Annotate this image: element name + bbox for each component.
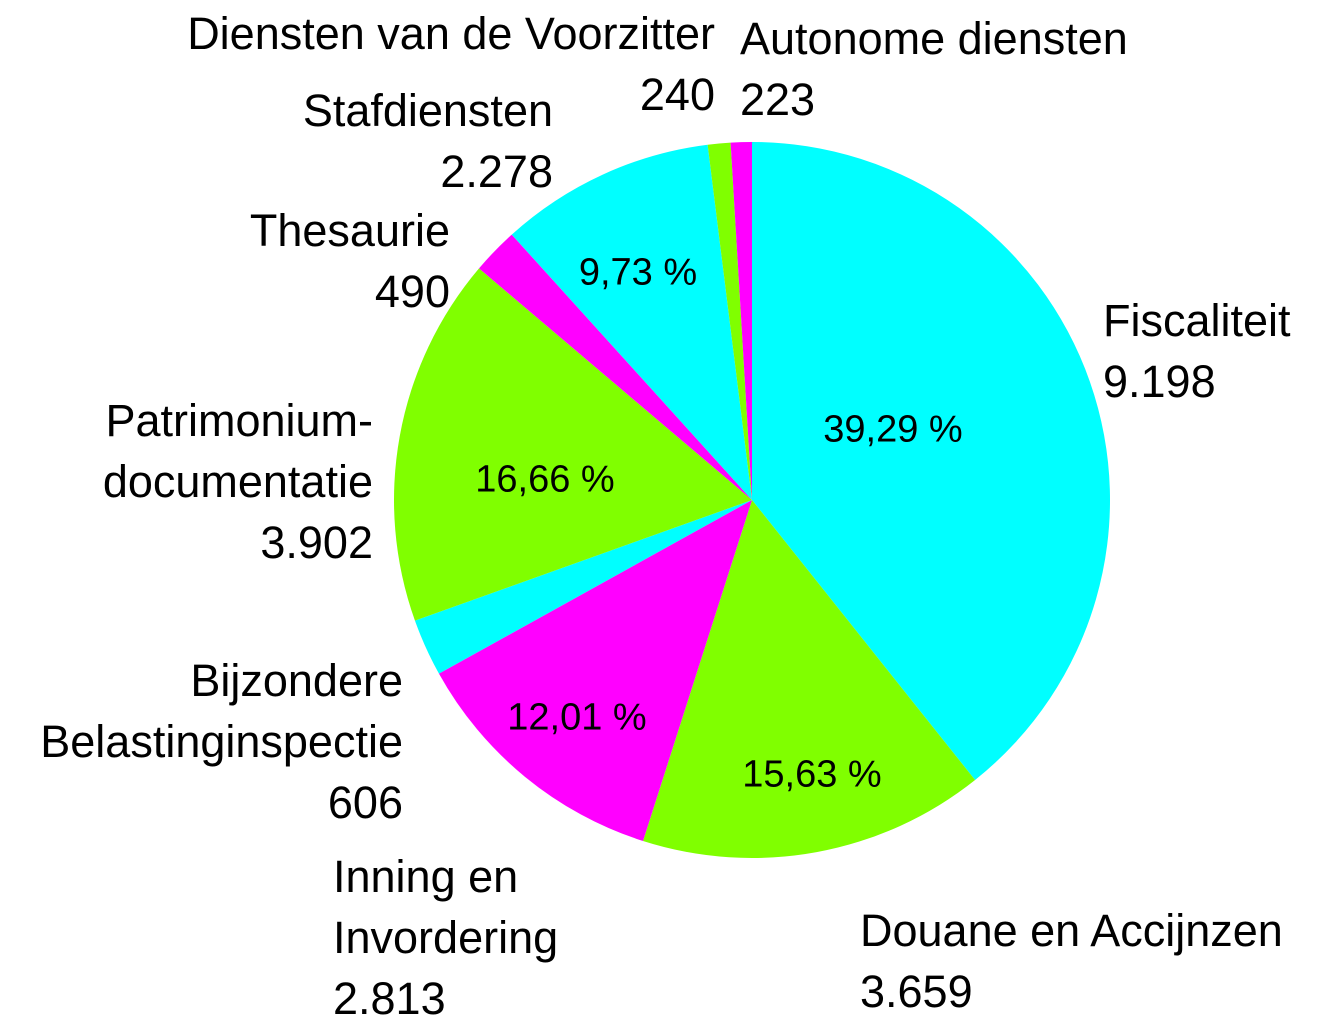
pie-slice (393, 268, 752, 621)
value-label: 606 (327, 777, 403, 828)
category-name: Stafdiensten (302, 85, 553, 136)
pie-slice (511, 144, 752, 500)
slice-label: Bijzondere Belastinginspectie 606 (40, 650, 403, 833)
value-label: 223 (740, 74, 816, 125)
percent-label: 9,73 % (578, 251, 698, 294)
value-label: 3.659 (860, 966, 973, 1017)
category-name: Fiscaliteit (1103, 295, 1291, 346)
value-label: 2.278 (440, 146, 553, 197)
pie-slice (707, 142, 752, 500)
pie-slice (414, 500, 752, 674)
value-label: 9.198 (1103, 356, 1216, 407)
pie-slice (479, 234, 752, 500)
category-name: Patrimonium- documentatie (102, 395, 373, 507)
slice-label: Douane en Accijnzen 3.659 (860, 900, 1283, 1022)
value-label: 490 (374, 266, 450, 317)
category-name: Thesaurie (249, 205, 450, 256)
slice-label: Fiscaliteit 9.198 (1103, 290, 1291, 412)
percent-label: 16,66 % (475, 458, 615, 501)
value-label: 3.902 (260, 517, 373, 568)
pie-slice (643, 500, 976, 858)
slice-label: Stafdiensten 2.278 (303, 80, 553, 202)
category-name: Inning en Invordering (333, 851, 559, 963)
percent-label: 15,63 % (742, 753, 882, 796)
slice-label: Thesaurie 490 (250, 200, 450, 322)
value-label: 2.813 (333, 973, 446, 1024)
slice-label: Diensten van de Voorzitter 240 (187, 3, 715, 125)
value-label: 240 (639, 69, 715, 120)
category-name: Autonome diensten (740, 13, 1128, 64)
percent-label: 12,01 % (507, 696, 647, 739)
pie-slice (730, 142, 752, 500)
slice-label: Patrimonium- documentatie 3.902 (103, 390, 373, 573)
category-name: Douane en Accijnzen (860, 905, 1283, 956)
pie-slice (752, 142, 1110, 780)
slice-label: Inning en Invordering 2.813 (333, 846, 558, 1029)
category-name: Diensten van de Voorzitter (187, 8, 715, 59)
pie-slice (438, 500, 752, 842)
percent-label: 39,29 % (823, 408, 963, 451)
category-name: Bijzondere Belastinginspectie (40, 655, 403, 767)
slice-label: Autonome diensten 223 (740, 8, 1128, 130)
